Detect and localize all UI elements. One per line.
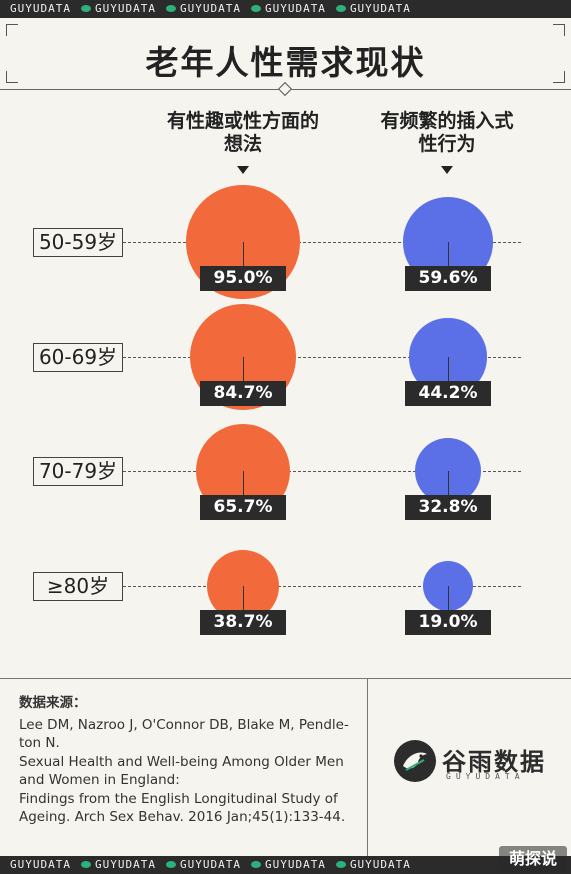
band-dot-icon: [250, 5, 261, 12]
band-text: GUYUDATA: [94, 858, 156, 871]
band-text: GUYUDATA: [264, 2, 326, 15]
band-text: GUYUDATA: [94, 2, 156, 15]
series-heading-line: 有频繁的插入式: [380, 110, 514, 132]
source-line: Lee DM, Nazroo J, O'Connor DB, Blake M, …: [19, 716, 349, 733]
bubble-stem: [448, 471, 449, 497]
series-heading-activity: 有频繁的插入式 性行为: [352, 110, 542, 156]
band-dot-icon: [80, 861, 91, 868]
bubble-stem: [243, 586, 244, 612]
source-line: Findings from the English Longitudinal S…: [19, 790, 338, 807]
bubble-stem: [243, 242, 244, 268]
row-guide-line: [123, 357, 521, 358]
series-heading-interest: 有性趣或性方面的 想法: [148, 110, 338, 156]
corner-ornament: [553, 24, 565, 36]
bird-logo-icon: [394, 740, 436, 782]
value-label: 95.0%: [200, 266, 286, 291]
age-group-label: 50-59岁: [33, 228, 123, 257]
band-dot-icon: [165, 861, 176, 868]
source-line: Ageing. Arch Sex Behav. 2016 Jan;45(1):1…: [19, 809, 346, 825]
bubble-stem: [243, 357, 244, 383]
page-title: 老年人性需求现状: [145, 43, 426, 82]
bubble-stem: [243, 471, 244, 497]
brand-name: 谷雨数据: [442, 748, 546, 776]
data-source: 数据来源： Lee DM, Nazroo J, O'Connor DB, Bla…: [19, 694, 364, 827]
footer-divider-vertical: [367, 678, 368, 856]
age-group-label: 70-79岁: [33, 457, 123, 486]
band-dot-icon: [335, 861, 346, 868]
row-guide-line: [123, 471, 521, 472]
source-line: ton N.: [19, 735, 60, 751]
header: 老年人性需求现状: [0, 18, 571, 90]
age-group-label: ≥80岁: [33, 572, 123, 601]
corner-ornament: [6, 71, 18, 83]
watermark: 萌探说: [499, 846, 567, 872]
value-label: 65.7%: [200, 495, 286, 520]
source-line: Sexual Health and Well-being Among Older…: [19, 753, 344, 770]
band-text: GUYUDATA: [179, 2, 241, 15]
band-text: GUYUDATA: [264, 858, 326, 871]
band-dot-icon: [250, 861, 261, 868]
value-label: 32.8%: [405, 495, 491, 520]
corner-ornament: [553, 71, 565, 83]
triangle-down-icon: [441, 166, 453, 174]
band-dot-icon: [165, 5, 176, 12]
brand-subtitle: GUYUDATA: [446, 772, 525, 781]
bottom-brand-band: GUYUDATA GUYUDATA GUYUDATA GUYUDATA GUYUDATA: [0, 856, 571, 874]
value-label: 59.6%: [405, 266, 491, 291]
value-label: 19.0%: [405, 610, 491, 635]
value-label: 84.7%: [200, 381, 286, 406]
triangle-down-icon: [237, 166, 249, 174]
band-dot-icon: [335, 5, 346, 12]
top-brand-band: GUYUDATA GUYUDATA GUYUDATA GUYUDATA GUYUDATA: [0, 0, 571, 18]
bubble-stem: [448, 357, 449, 383]
source-line: and Women in England:: [19, 772, 180, 788]
source-heading: 数据来源：: [19, 695, 87, 711]
value-label: 44.2%: [405, 381, 491, 406]
bubble-mark: [414, 437, 482, 505]
band-text: GUYUDATA: [10, 858, 71, 871]
bubble-stem: [448, 586, 449, 612]
row-guide-line: [123, 242, 521, 243]
value-label: 38.7%: [200, 610, 286, 635]
footer-divider: [0, 678, 571, 679]
series-heading-line: 性行为: [418, 133, 476, 155]
series-heading-line: 想法: [223, 133, 262, 155]
series-heading-line: 有性趣或性方面的: [166, 110, 319, 132]
row-guide-line: [123, 586, 521, 587]
age-group-label: 60-69岁: [33, 343, 123, 372]
band-text: GUYUDATA: [349, 858, 411, 871]
band-dot-icon: [80, 5, 91, 12]
bubble-stem: [448, 242, 449, 268]
band-text: GUYUDATA: [10, 2, 71, 15]
band-text: GUYUDATA: [349, 2, 411, 15]
bubble-mark: [422, 560, 474, 612]
band-text: GUYUDATA: [179, 858, 241, 871]
corner-ornament: [6, 24, 18, 36]
